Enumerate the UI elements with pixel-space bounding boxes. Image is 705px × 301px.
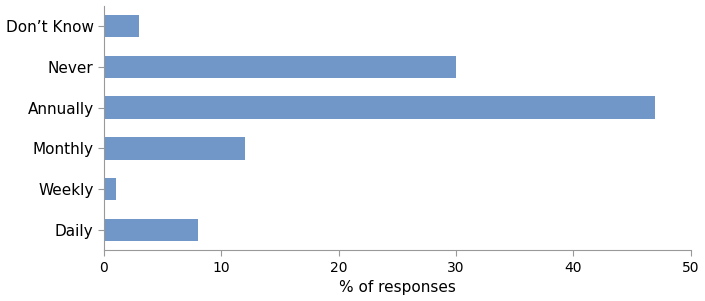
- Bar: [104, 178, 116, 200]
- Bar: [104, 96, 656, 119]
- Bar: [104, 56, 456, 78]
- Bar: [104, 219, 198, 241]
- Bar: [104, 137, 245, 160]
- X-axis label: % of responses: % of responses: [339, 281, 455, 296]
- Bar: [104, 15, 139, 37]
